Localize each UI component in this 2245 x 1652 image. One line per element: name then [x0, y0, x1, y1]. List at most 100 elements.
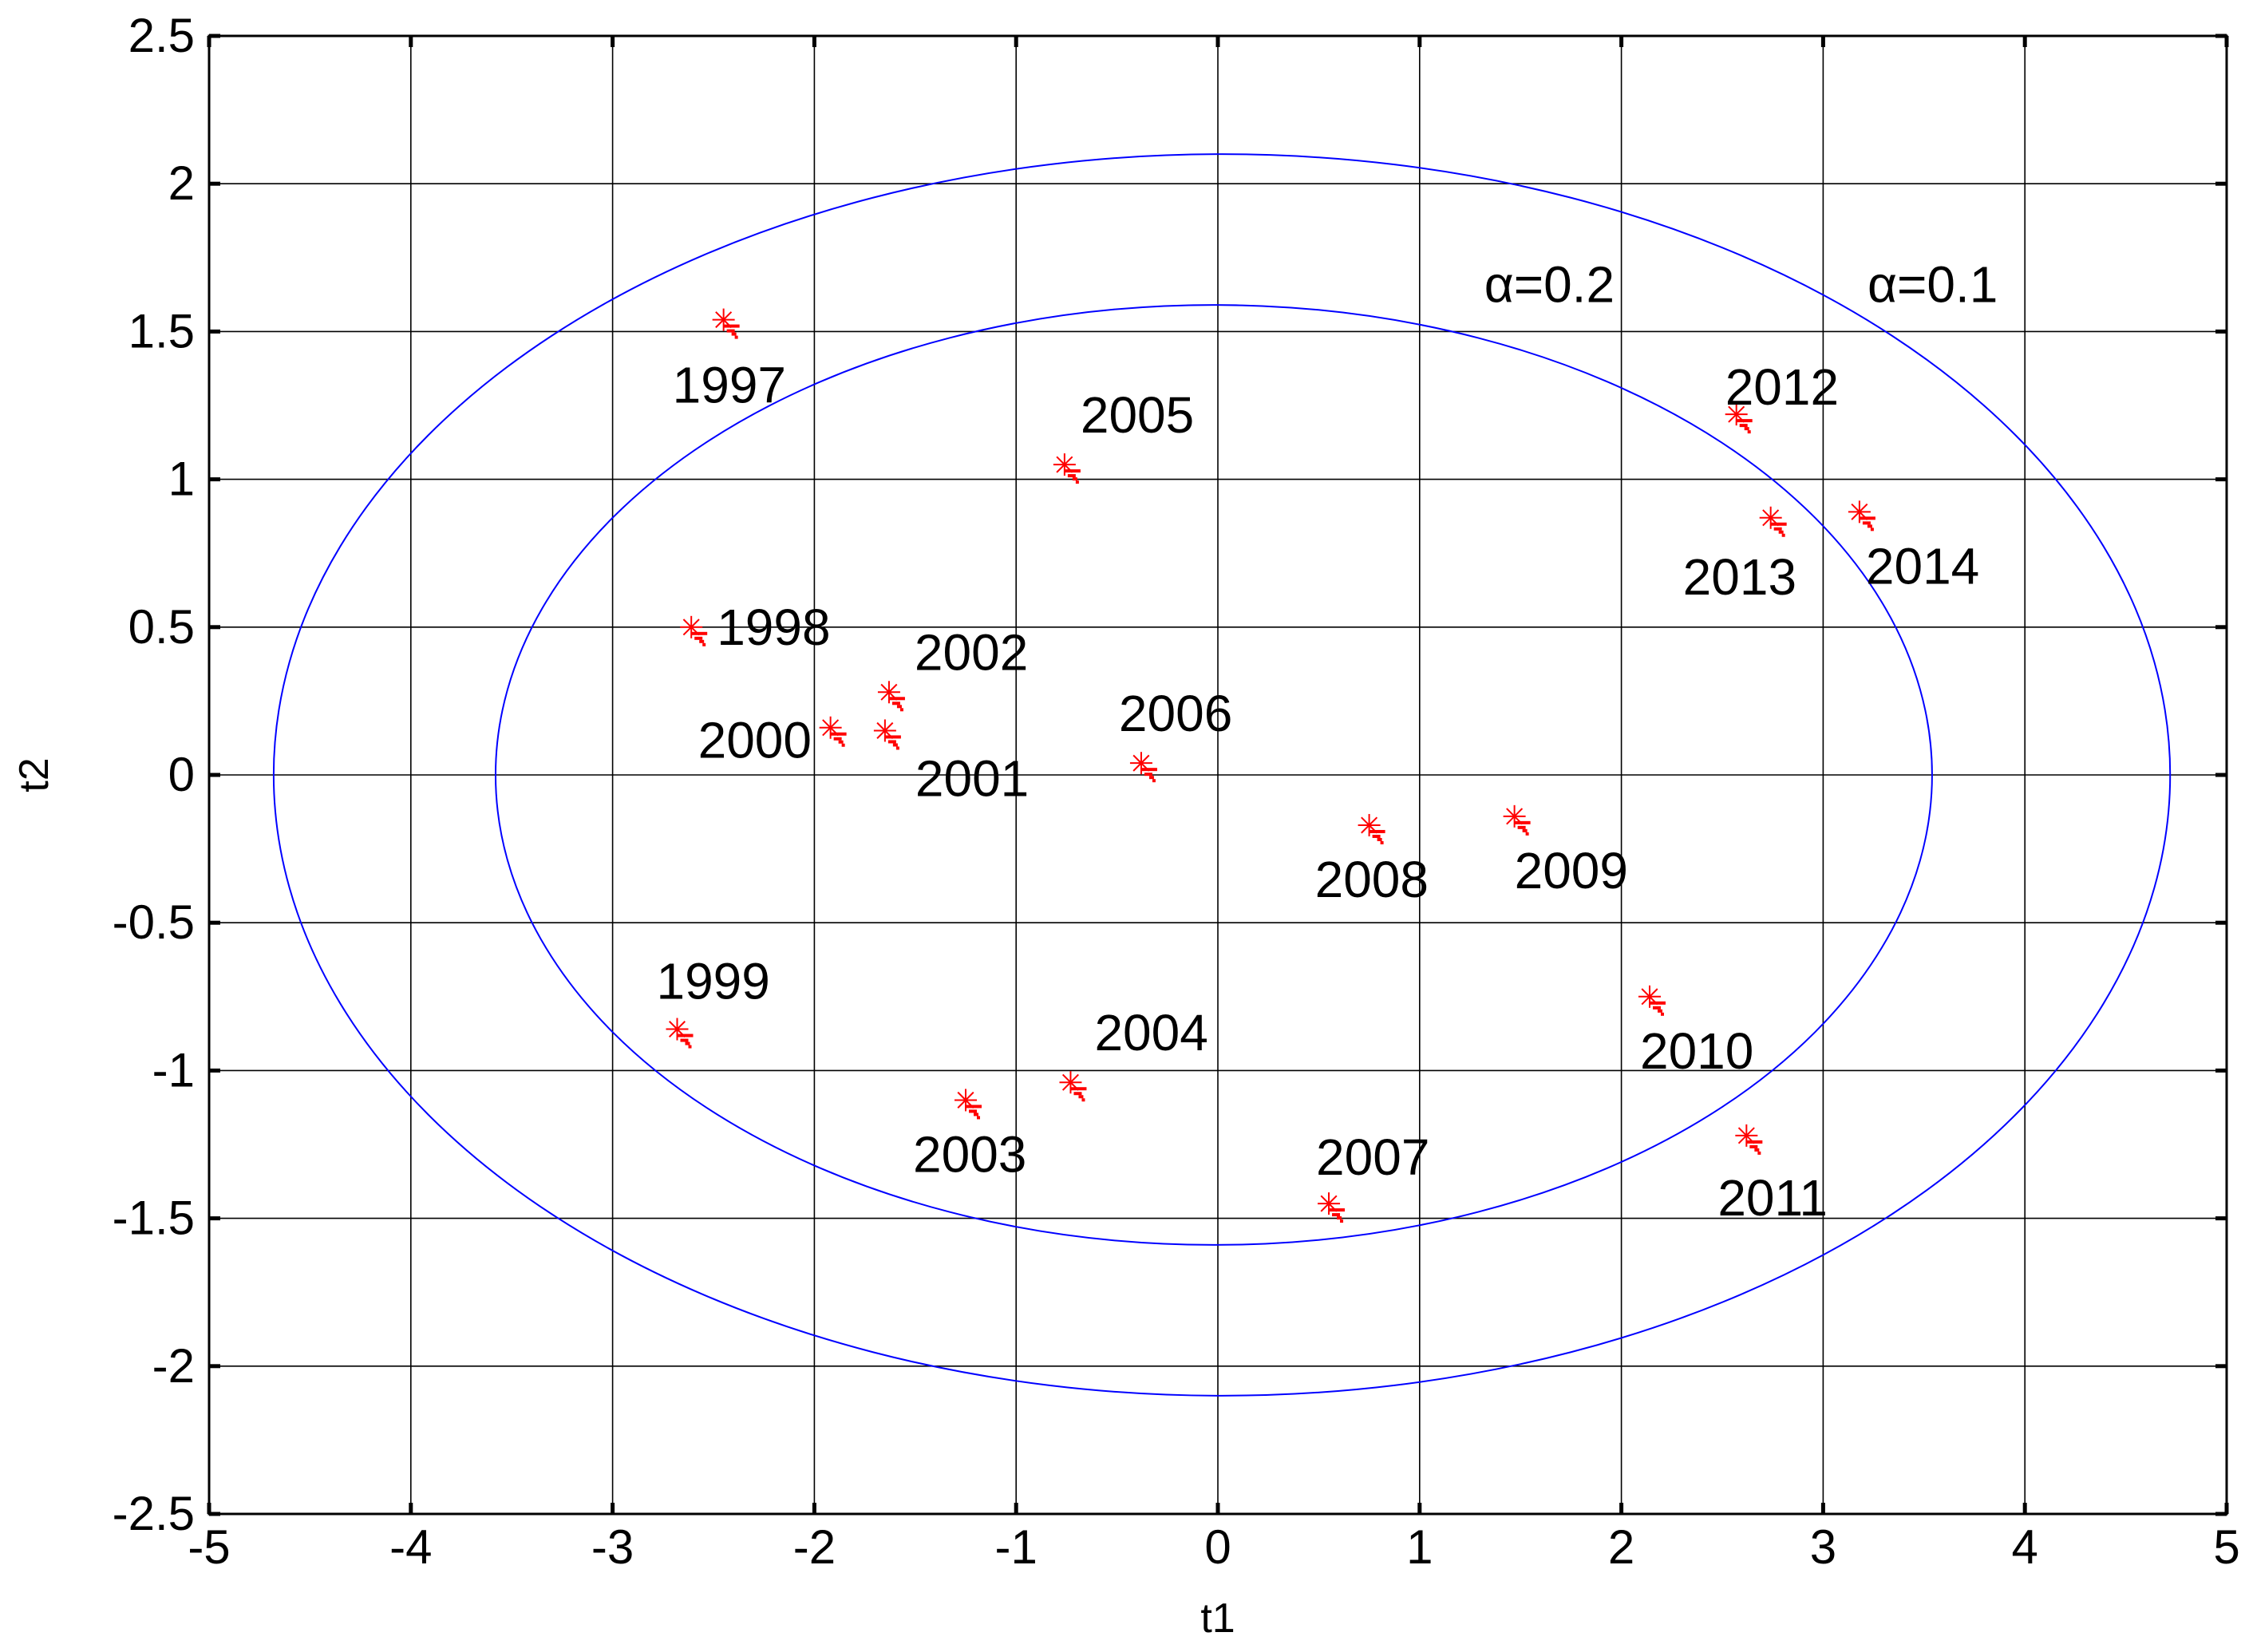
data-point: 2001: [873, 719, 1029, 807]
point-dash: [891, 702, 900, 705]
point-label: 2002: [915, 623, 1028, 681]
data-point: 2012: [1725, 358, 1839, 434]
confidence-ellipse: [494, 304, 1933, 1246]
point-dash: [1781, 533, 1785, 537]
point-label: 2011: [1717, 1169, 1828, 1227]
data-point: 1997: [673, 308, 786, 414]
point-dash: [1070, 1087, 1087, 1091]
point-dash: [887, 740, 896, 744]
point-dash: [702, 642, 706, 646]
point-label: 2012: [1725, 358, 1839, 416]
point-dash: [1736, 419, 1753, 423]
point-dash: [1517, 825, 1526, 829]
x-tick-label: -2: [793, 1520, 836, 1574]
point-dash: [974, 1113, 978, 1116]
x-tick-label: 2: [1608, 1520, 1634, 1574]
x-tick-label: 1: [1406, 1520, 1433, 1574]
point-dash: [1652, 1006, 1661, 1010]
point-dash: [677, 1033, 694, 1037]
point-dash: [1522, 828, 1528, 832]
point-dash: [892, 743, 898, 747]
point-dash: [723, 324, 740, 328]
point-dash: [1749, 1144, 1758, 1148]
point-dash: [977, 1116, 980, 1120]
x-tick-label: -5: [188, 1520, 230, 1574]
point-label: 2003: [913, 1125, 1026, 1183]
axis-ticks: -5 -4 -3 -2 -1 0 1 2 3 4 5 -2.5 -2 -1.5 -1 -0.5 0 0.5 1 1.5…: [113, 9, 2240, 1574]
confidence-ellipse: [272, 153, 2172, 1397]
point-label: 1997: [673, 357, 786, 414]
y-tick-label: -0.5: [113, 895, 195, 949]
point-dash: [694, 636, 703, 640]
point-dash: [1770, 522, 1787, 526]
x-tick-label: 0: [1204, 1520, 1231, 1574]
point-dash: [1067, 474, 1076, 478]
point-dash: [1739, 424, 1748, 428]
x-tick-label: 5: [2213, 1520, 2239, 1574]
ellipse-label: α=0.2: [1484, 255, 1615, 313]
point-dash: [899, 708, 903, 712]
point-dash: [1778, 530, 1784, 534]
data-point: 2003: [913, 1089, 1026, 1183]
data-point: 2009: [1503, 804, 1628, 899]
y-tick-label: 2: [168, 156, 195, 210]
point-dash: [731, 332, 737, 336]
point-dash: [1064, 469, 1081, 473]
plot-frame: [208, 34, 2228, 1516]
data-point: 2010: [1638, 985, 1753, 1080]
point-dash: [1525, 832, 1529, 836]
point-label: 2000: [698, 712, 812, 769]
point-dash: [896, 705, 902, 709]
y-tick-label: 1.5: [128, 304, 195, 358]
point-dash: [1754, 1148, 1760, 1152]
data-point: 1998: [680, 599, 831, 656]
x-tick-label: -1: [995, 1520, 1038, 1574]
y-tick-label: -1: [152, 1043, 195, 1097]
point-dash: [1372, 834, 1381, 838]
point-dash: [685, 1041, 690, 1045]
point-dash: [1369, 829, 1385, 833]
y-tick-label: -2: [152, 1339, 195, 1393]
point-label: 2013: [1683, 548, 1796, 606]
data-point: 2004: [1059, 1004, 1208, 1102]
point-dash: [1649, 1001, 1666, 1005]
x-tick-label: 3: [1810, 1520, 1836, 1574]
y-tick-label: 0.5: [128, 600, 195, 654]
point-dash: [726, 329, 735, 333]
data-points: 1997 1998 1999 2000 2001 2002 2003 2004 2005 2006…: [656, 308, 1979, 1227]
data-point: 2005: [1053, 386, 1194, 484]
x-tick-label: -3: [591, 1520, 634, 1574]
point-dash: [838, 740, 844, 744]
point-label: 2001: [915, 749, 1029, 807]
point-dash: [1773, 527, 1782, 531]
point-dash: [1073, 1092, 1082, 1096]
point-dash: [699, 639, 705, 643]
y-tick-label: 2.5: [128, 9, 195, 62]
point-label: 2008: [1315, 851, 1429, 908]
point-dash: [1747, 430, 1751, 434]
data-point: 2011: [1717, 1124, 1828, 1227]
point-dash: [1148, 776, 1154, 780]
point-dash: [1757, 1151, 1761, 1155]
point-dash: [1744, 427, 1749, 431]
data-point: 2002: [877, 623, 1028, 712]
y-tick-label: 1: [168, 453, 195, 506]
point-dash: [1075, 480, 1079, 484]
point-dash: [830, 732, 847, 736]
data-point: 2006: [1119, 685, 1232, 783]
point-dash: [969, 1109, 977, 1113]
point-dash: [1660, 1012, 1664, 1016]
y-axis-label: t2: [11, 757, 57, 792]
point-dash: [888, 697, 905, 701]
data-point: 2008: [1315, 813, 1429, 908]
point-label: 2009: [1515, 842, 1628, 899]
y-tick-label: 0: [168, 748, 195, 801]
x-tick-label: -4: [389, 1520, 432, 1574]
point-dash: [691, 631, 708, 635]
point-label: 2004: [1094, 1004, 1207, 1061]
ellipse-label: α=0.1: [1868, 255, 1998, 313]
point-label: 1999: [656, 953, 769, 1010]
point-dash: [1329, 1208, 1346, 1212]
point-dash: [680, 1038, 689, 1042]
